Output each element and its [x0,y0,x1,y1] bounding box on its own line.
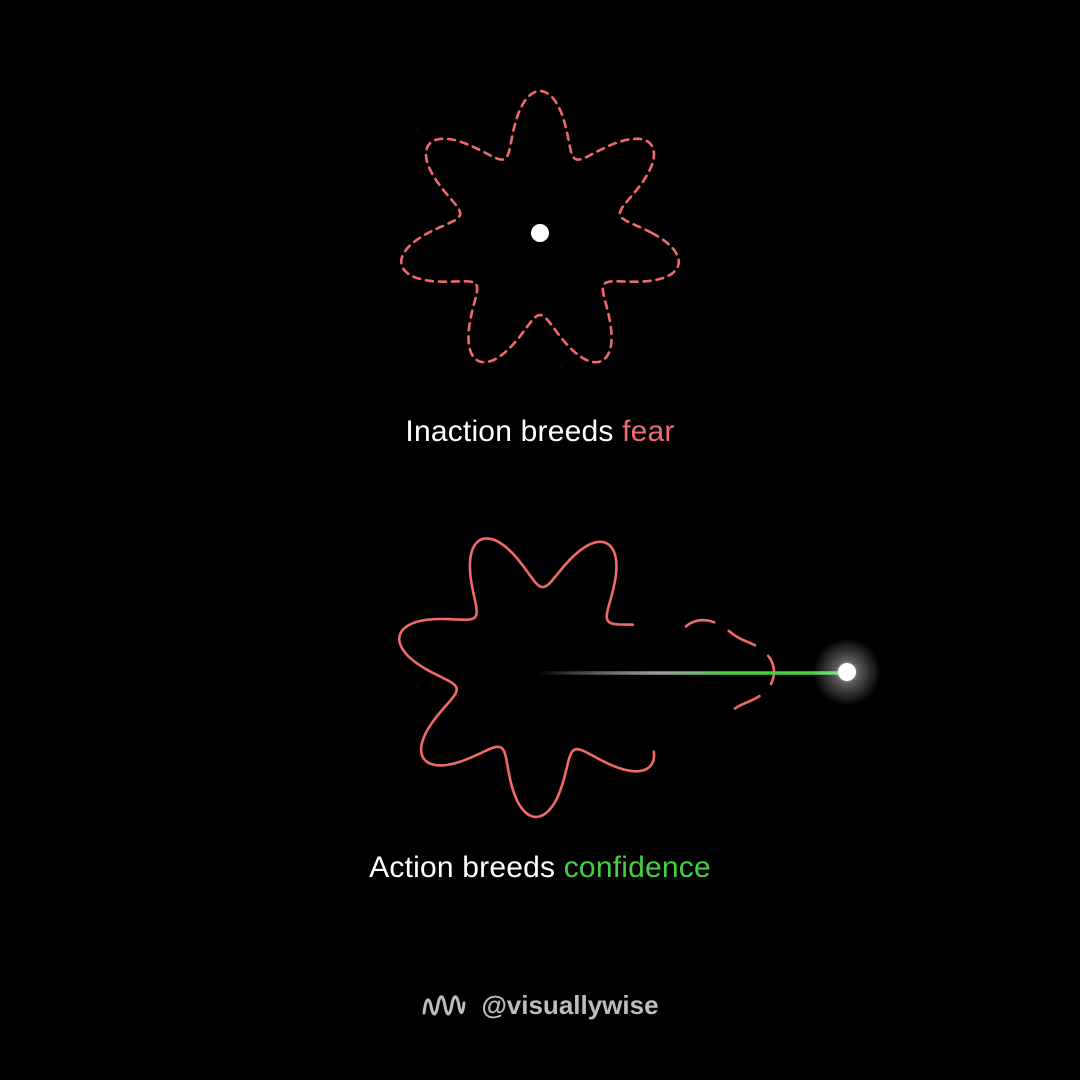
broken-solid-outline [397,537,656,819]
action-caption: Action breeds confidence [0,851,1080,885]
brand-footer: @visuallywise [0,990,1080,1021]
wave-logo-icon [422,994,466,1015]
center-dot [531,224,549,242]
inaction-caption-text: Inaction breeds [405,415,623,448]
fear-dashed-outline [400,89,680,364]
fear-word: fear [622,415,675,448]
ray-endpoint-dot [838,663,856,681]
confidence-word: confidence [563,851,711,884]
dashed-burst-arcs [684,618,776,710]
action-caption-text: Action breeds [369,851,564,884]
brand-handle: @visuallywise [481,990,659,1020]
inaction-caption: Inaction breeds fear [0,415,1080,449]
